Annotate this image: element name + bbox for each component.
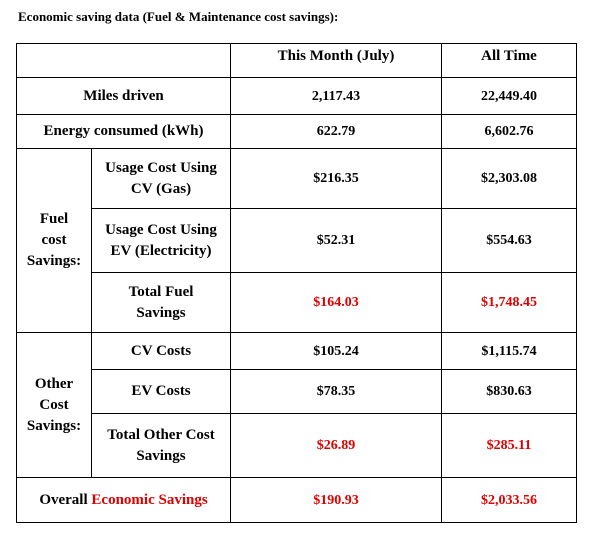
usage-ev-all-time: $554.63 (441, 208, 577, 273)
row-label-cv-costs: CV Costs (91, 332, 231, 370)
table-row-ev-costs: EV Costs $78.35 $830.63 (17, 369, 577, 414)
row-label-usage-ev: Usage Cost Using EV (Electricity) (91, 208, 231, 273)
table-row-miles: Miles driven 2,117.43 22,449.40 (16, 77, 577, 115)
fuel-group-label: Fuel cost Savings: (16, 148, 92, 333)
usage-cv-this-month: $216.35 (230, 148, 442, 209)
miles-all-time: 22,449.40 (441, 77, 577, 115)
total-other-all-time: $285.11 (441, 413, 577, 478)
row-label-usage-cv: Usage Cost Using CV (Gas) (91, 148, 231, 209)
usage-cv-label-line1: Usage Cost Using (105, 159, 217, 176)
header-this-month: This Month (July) (230, 43, 442, 78)
total-other-label-line1: Total Other Cost (107, 426, 215, 443)
fuel-group-label-line1: Fuel (39, 211, 69, 227)
table-row-usage-ev: Usage Cost Using EV (Electricity) $52.31… (17, 208, 577, 273)
total-fuel-label-line2: Savings (136, 304, 186, 321)
header-row: This Month (July) All Time (16, 43, 577, 78)
table-row-cv-costs: Other Cost Savings: CV Costs $105.24 $1,… (16, 332, 577, 478)
energy-all-time: 6,602.76 (441, 114, 577, 149)
overall-label-prefix: Overall (39, 491, 88, 508)
fuel-group-label-line3: Savings: (26, 253, 82, 269)
header-all-time: All Time (441, 43, 577, 78)
total-fuel-all-time: $1,748.45 (441, 272, 577, 333)
miles-this-month: 2,117.43 (230, 77, 442, 115)
other-group-label: Other Cost Savings: (16, 332, 92, 478)
cv-costs-all-time: $1,115.74 (441, 332, 577, 370)
table-row-energy: Energy consumed (kWh) 622.79 6,602.76 (16, 114, 577, 149)
total-other-this-month: $26.89 (230, 413, 442, 478)
usage-ev-this-month: $52.31 (230, 208, 442, 273)
usage-ev-label-line2: EV (Electricity) (110, 242, 212, 259)
overall-all-time: $2,033.56 (441, 477, 577, 523)
fuel-group-label-line2: cost (41, 232, 67, 248)
table-row-total-fuel: Total Fuel Savings $164.03 $1,748.45 (17, 272, 577, 333)
table-row-usage-cv: Fuel cost Savings: Usage Cost Using CV (… (16, 148, 577, 333)
ev-costs-all-time: $830.63 (441, 369, 577, 414)
usage-cv-all-time: $2,303.08 (441, 148, 577, 209)
cv-costs-this-month: $105.24 (230, 332, 442, 370)
overall-this-month: $190.93 (230, 477, 442, 523)
overall-label-highlight: Economic Savings (91, 491, 208, 508)
row-label-total-fuel: Total Fuel Savings (91, 272, 231, 333)
row-label-ev-costs: EV Costs (91, 369, 231, 414)
total-other-label-line2: Savings (136, 447, 186, 464)
usage-ev-label-line1: Usage Cost Using (105, 221, 217, 238)
energy-this-month: 622.79 (230, 114, 442, 149)
usage-cv-label-line2: CV (Gas) (130, 180, 192, 197)
table-caption: Economic saving data (Fuel & Maintenance… (18, 9, 339, 24)
row-label-energy: Energy consumed (kWh) (16, 114, 231, 149)
economic-savings-table: This Month (July) All Time Miles driven … (16, 43, 577, 523)
row-label-miles: Miles driven (16, 77, 231, 115)
row-label-overall: Overall Economic Savings (16, 477, 231, 523)
header-empty-cell (16, 43, 231, 78)
ev-costs-this-month: $78.35 (230, 369, 442, 414)
other-group-label-line1: Other (34, 375, 74, 392)
total-fuel-this-month: $164.03 (230, 272, 442, 333)
other-group-label-line3: Savings: (26, 417, 82, 434)
total-fuel-label-line1: Total Fuel (128, 283, 194, 300)
table-row-total-other: Total Other Cost Savings $26.89 $285.11 (17, 413, 577, 478)
row-label-total-other: Total Other Cost Savings (91, 413, 231, 478)
other-group-label-line2: Cost (39, 396, 69, 413)
table-row-overall: Overall Economic Savings $190.93 $2,033.… (16, 477, 577, 523)
